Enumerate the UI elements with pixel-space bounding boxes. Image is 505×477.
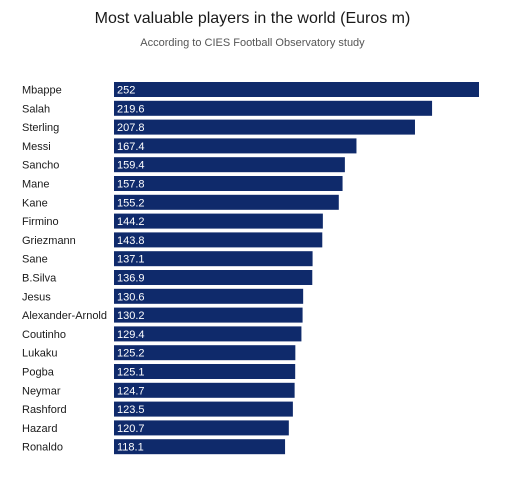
category-label: Neymar <box>22 385 61 397</box>
value-label: 137.1 <box>117 254 145 266</box>
bar <box>114 439 286 455</box>
bar <box>114 420 289 436</box>
category-label: Sancho <box>22 160 59 172</box>
category-label: Mane <box>22 179 50 191</box>
chart-subtitle: According to CIES Football Observatory s… <box>140 37 365 49</box>
value-label: 124.7 <box>117 385 145 397</box>
value-label: 120.7 <box>117 423 145 435</box>
bar <box>114 100 433 116</box>
category-label: Griezmann <box>22 235 76 247</box>
category-label: Mbappe <box>22 85 62 97</box>
category-label: Messi <box>22 141 51 153</box>
value-label: 123.5 <box>117 404 145 416</box>
bar <box>114 401 293 417</box>
bar <box>114 176 343 191</box>
value-label: 155.2 <box>117 197 145 209</box>
bar <box>114 194 339 210</box>
bar <box>114 119 415 135</box>
bar <box>114 345 296 361</box>
bar <box>114 213 323 229</box>
category-label: Coutinho <box>22 329 66 341</box>
bar <box>114 82 479 97</box>
value-label: 207.8 <box>117 122 145 134</box>
value-label: 159.4 <box>117 160 145 172</box>
value-label: 136.9 <box>117 273 145 285</box>
bar <box>114 138 357 154</box>
bar <box>114 270 313 285</box>
category-label: Lukaku <box>22 348 57 360</box>
value-label: 130.6 <box>117 291 145 303</box>
category-label: Pogba <box>22 367 55 379</box>
bar <box>114 288 304 304</box>
category-label: B.Silva <box>22 273 57 285</box>
bar <box>114 251 313 267</box>
bar <box>114 364 296 379</box>
bar <box>114 157 345 173</box>
value-label: 125.2 <box>117 348 145 360</box>
value-label: 129.4 <box>117 329 145 341</box>
value-label: 252 <box>117 85 135 97</box>
bar <box>114 307 303 323</box>
category-label: Jesus <box>22 291 51 303</box>
value-label: 144.2 <box>117 216 145 228</box>
category-label: Kane <box>22 197 48 209</box>
category-label: Ronaldo <box>22 442 63 454</box>
category-label: Sterling <box>22 122 59 134</box>
category-label: Sane <box>22 254 48 266</box>
value-label: 118.1 <box>117 442 144 454</box>
chart-title: Most valuable players in the world (Euro… <box>94 10 411 27</box>
value-label: 143.8 <box>117 235 145 247</box>
category-label: Hazard <box>22 423 57 435</box>
bar <box>114 232 323 248</box>
value-label: 167.4 <box>117 141 145 153</box>
value-label: 157.8 <box>117 179 145 191</box>
category-label: Firmino <box>22 216 59 228</box>
value-label: 219.6 <box>117 103 145 115</box>
category-label: Alexander-Arnold <box>22 310 107 322</box>
bar <box>114 382 295 398</box>
bar <box>114 326 302 342</box>
value-label: 125.1 <box>117 367 145 379</box>
category-label: Salah <box>22 103 50 115</box>
category-label: Rashford <box>22 404 67 416</box>
value-label: 130.2 <box>117 310 145 322</box>
